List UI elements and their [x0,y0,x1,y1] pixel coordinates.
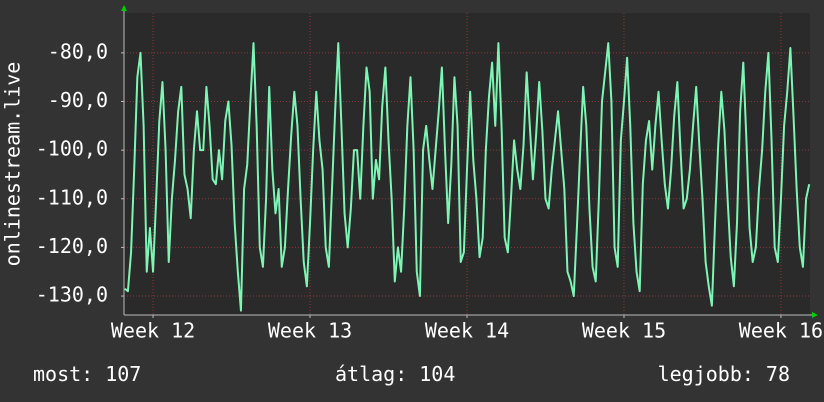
x-tick-label: Week 13 [268,319,352,343]
y-tick-label: -120,0 [36,234,108,258]
data-line [124,42,811,312]
summary-value: 104 [419,362,455,386]
summary-item: átlag: 104 [335,362,455,386]
y-tick-label: -130,0 [36,283,108,307]
x-axis-arrow [812,312,818,318]
summary-value: 107 [105,362,141,386]
x-tick-label: Week 16 [739,319,823,343]
y-tick-label: -110,0 [36,185,108,209]
summary-label: most: [33,362,93,386]
summary-item: most: 107 [33,362,141,386]
y-tick-label: -80,0 [48,39,108,63]
x-tick-label: Week 12 [111,319,195,343]
x-tick-label: Week 14 [425,319,509,343]
summary-label: legjobb: [658,362,754,386]
y-axis-label: onlinestream.live [1,62,25,267]
summary-label: átlag: [335,362,407,386]
y-tick-label: -90,0 [48,88,108,112]
summary-value: 78 [766,362,790,386]
y-axis-arrow [121,5,127,11]
summary-item: legjobb: 78 [658,362,790,386]
x-tick-label: Week 15 [582,319,666,343]
y-tick-label: -100,0 [36,137,108,161]
